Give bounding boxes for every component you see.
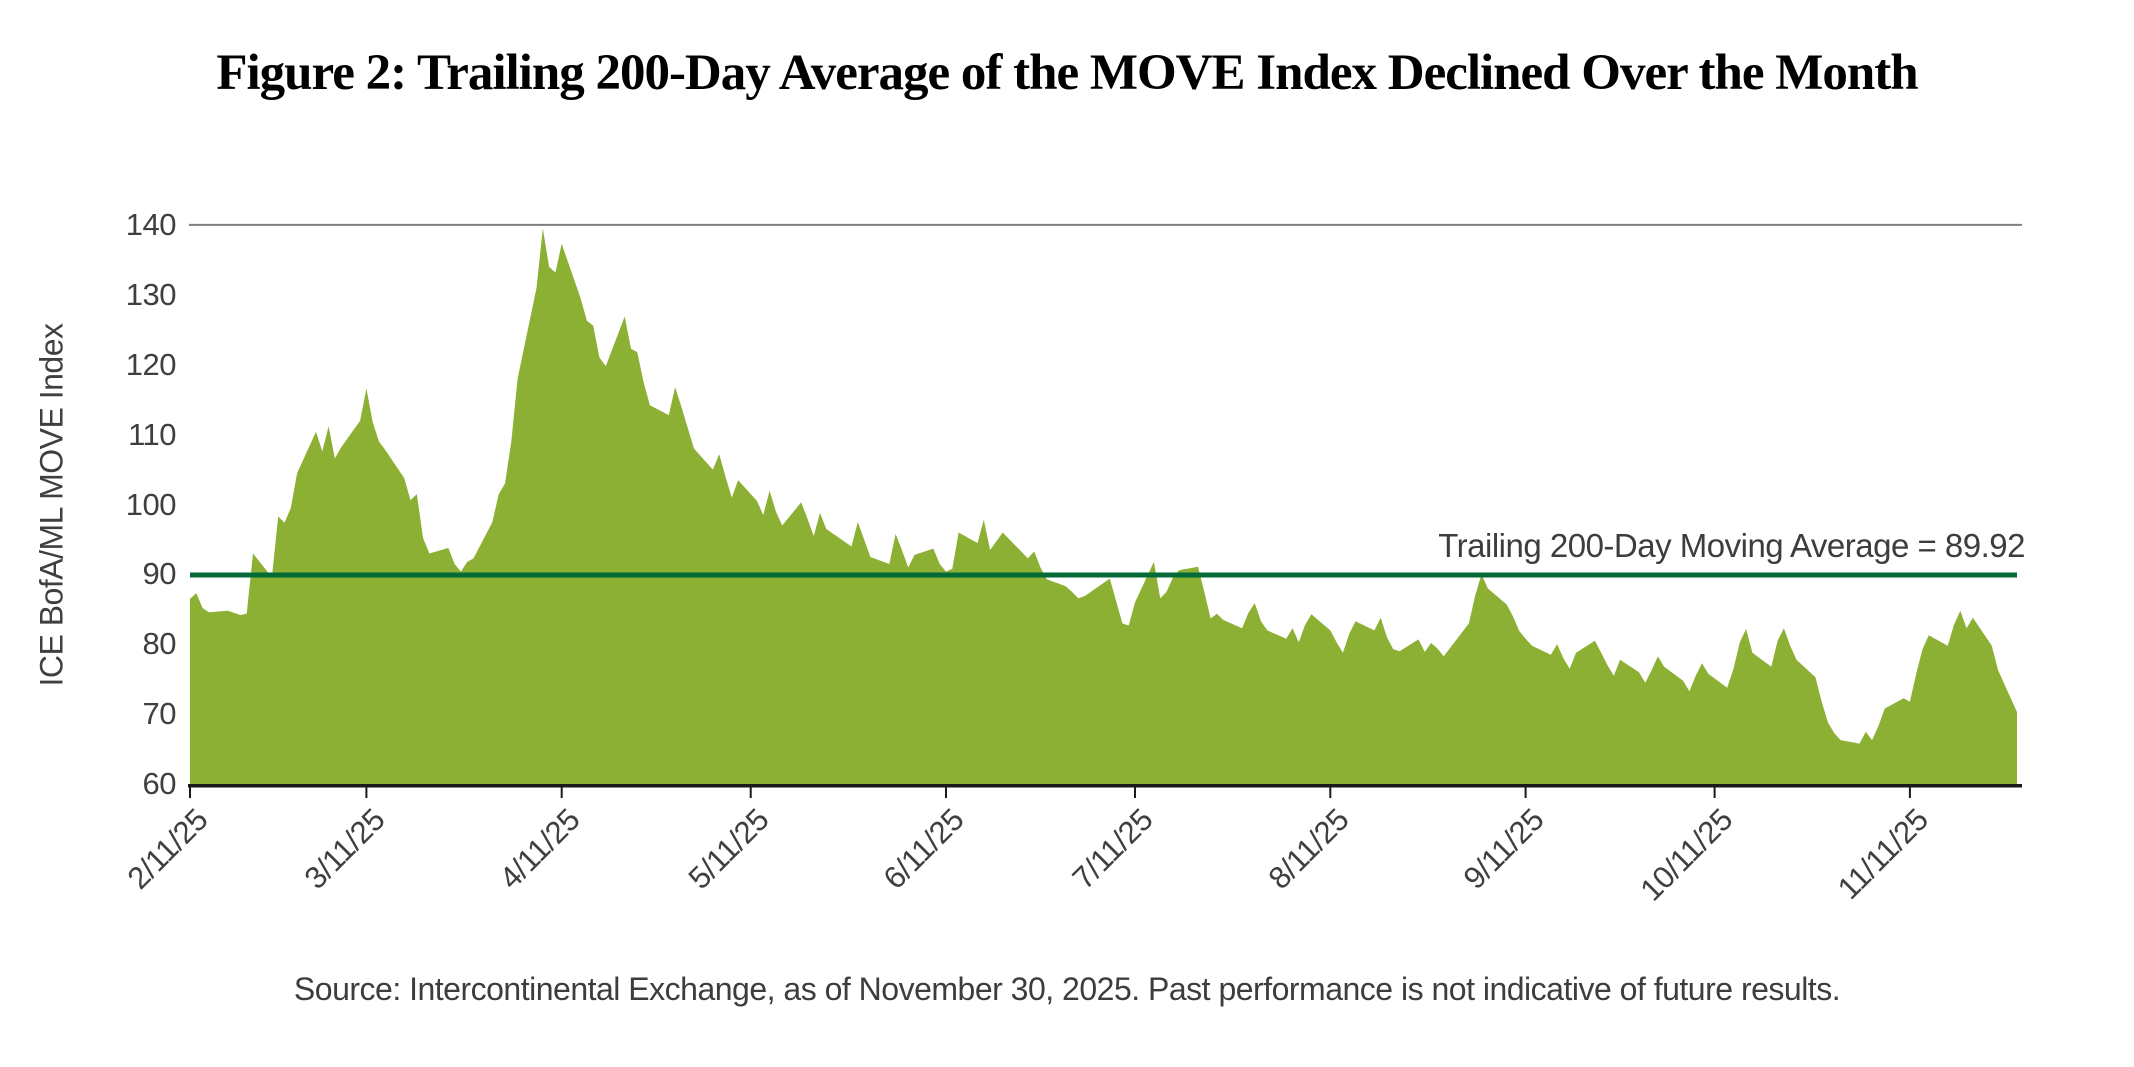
y-tick-label: 100 <box>125 487 177 522</box>
x-tick-marks <box>189 786 1911 798</box>
y-tick-label: 140 <box>125 207 177 242</box>
y-tick-label: 70 <box>142 696 177 731</box>
y-tick-label: 130 <box>125 277 177 312</box>
area-series <box>190 228 2017 785</box>
y-tick-label: 80 <box>142 626 177 661</box>
source-note: Source: Intercontinental Exchange, as of… <box>293 971 1841 1007</box>
y-tick-label: 60 <box>142 766 177 801</box>
y-tick-label: 120 <box>125 347 177 382</box>
ma-annotation: Trailing 200-Day Moving Average = 89.92 <box>1438 527 2025 564</box>
y-tick-label: 110 <box>128 417 176 452</box>
y-tick-label: 90 <box>142 556 177 591</box>
page-title: Figure 2: Trailing 200-Day Average of th… <box>216 45 1918 101</box>
